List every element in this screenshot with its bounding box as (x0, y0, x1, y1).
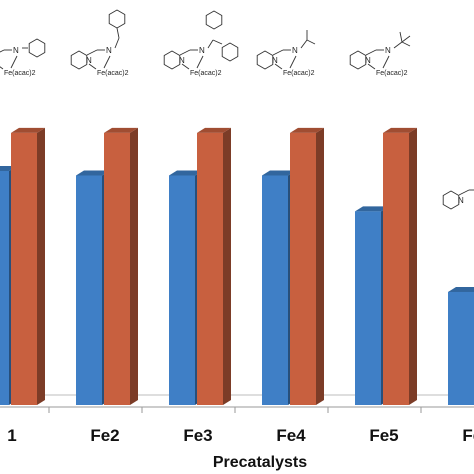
pyridine-nitrogen-label: N (272, 56, 278, 65)
nitrogen-label: N (292, 46, 298, 55)
bar-side-face (130, 127, 138, 406)
structure-Fe6: NN (442, 189, 474, 210)
bar-front-face (355, 211, 381, 405)
category-labels: 1 Fe2 Fe3 Fe4 Fe5 Fe6 (7, 426, 474, 445)
bar-top-face (448, 286, 474, 292)
x-tick-label-Fe3: Fe3 (183, 426, 212, 445)
bar-front-face (262, 175, 288, 405)
iron-complex-label: Fe(acac)2 (190, 70, 222, 77)
x-tick-label-Fe5: Fe5 (369, 426, 398, 445)
structure-Fe5: N N Fe(acac)2 (349, 31, 411, 77)
bar-front-face (290, 132, 316, 406)
bar-top-face (383, 127, 417, 133)
structure-Fe3: N N Fe(acac)2 (163, 10, 239, 77)
x-axis-title: Precatalysts (213, 454, 307, 471)
nitrogen-label: N (13, 46, 19, 55)
bar-top-face (290, 127, 324, 133)
bar-front-face (104, 132, 130, 406)
bar-1-series-2 (11, 127, 45, 406)
iron-complex-label: Fe(acac)2 (4, 70, 36, 77)
bar-Fe4-series-2 (290, 127, 324, 406)
bar-side-face (316, 127, 324, 406)
x-tick-label-1: 1 (7, 426, 16, 445)
structure-drawings: NNFe(acac)2NNFe(acac)2NNFe(acac)2NNFe(ac… (0, 9, 474, 210)
structure-Fe4: N N Fe(acac)2 (256, 30, 316, 77)
bar-top-face (104, 127, 138, 133)
bar-Fe5-series-2 (383, 127, 417, 406)
nitrogen-label: N (385, 46, 391, 55)
bar-side-face (223, 127, 231, 406)
pyridine-nitrogen-label: N (86, 56, 92, 65)
pyridine-nitrogen-label: N (179, 56, 185, 65)
nitrogen-label: N (106, 46, 112, 55)
bar-side-face (409, 127, 417, 406)
bar-front-face (197, 132, 223, 406)
x-tick-label-Fe2: Fe2 (90, 426, 119, 445)
bar-side-face (37, 127, 45, 406)
bar-front-face (383, 132, 409, 406)
bar-top-face (355, 206, 389, 212)
bar-front-face (448, 291, 474, 405)
bar-front-face (0, 171, 9, 405)
bar-top-face (76, 170, 110, 176)
bar-Fe2-series-2 (104, 127, 138, 406)
nitrogen-label: N (199, 46, 205, 55)
x-tick-label-Fe4: Fe4 (276, 426, 306, 445)
bar-top-face (197, 127, 231, 133)
bar-top-face (262, 170, 296, 176)
bar-Fe3-series-2 (197, 127, 231, 406)
bar-top-face (11, 127, 45, 133)
bar-front-face (11, 132, 37, 406)
x-tick-label-Fe6: Fe6 (462, 426, 474, 445)
bars-layer (0, 127, 474, 406)
structure-Fe2: N N Fe(acac)2 (70, 9, 129, 77)
bar-Fe6-series-1 (448, 286, 474, 405)
pyridine-nitrogen-label: N (458, 196, 464, 205)
iron-complex-label: Fe(acac)2 (97, 70, 129, 77)
bar-top-face (169, 170, 203, 176)
bar-front-face (169, 175, 195, 405)
bar-front-face (76, 175, 102, 405)
iron-complex-label: Fe(acac)2 (283, 70, 315, 77)
iron-complex-label: Fe(acac)2 (376, 70, 408, 77)
pyridine-nitrogen-label: N (365, 56, 371, 65)
